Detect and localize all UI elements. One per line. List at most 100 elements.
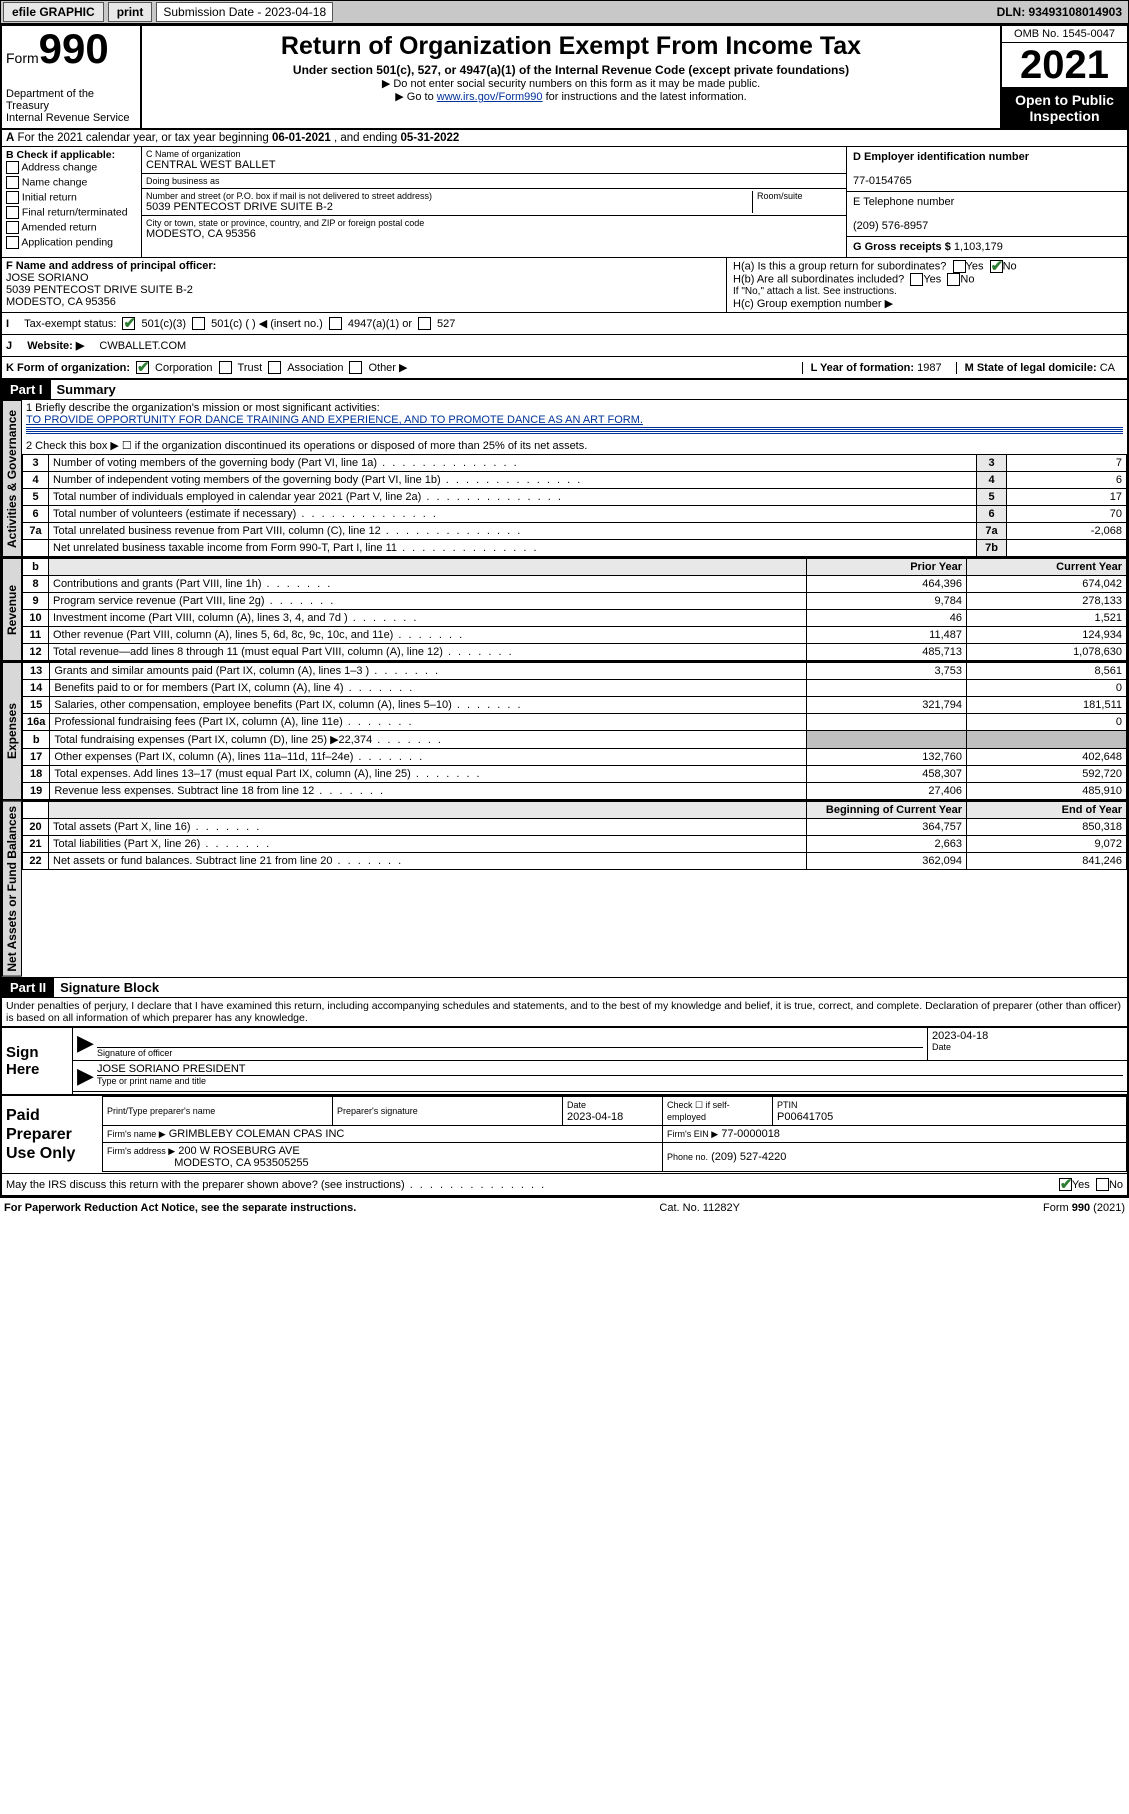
prior-year-value [807,714,967,731]
ha-label: H(a) Is this a group return for subordin… [733,260,946,272]
line-num: 7a [23,523,49,540]
j-label: Website: ▶ [27,339,84,352]
mission-answer[interactable]: TO PROVIDE OPPORTUNITY FOR DANCE TRAININ… [26,414,1123,426]
line-desc: Total expenses. Add lines 13–17 (must eq… [50,766,807,783]
officer-addr1: 5039 PENTECOST DRIVE SUITE B-2 [6,284,193,296]
prior-year-value: 2,663 [807,836,967,853]
k-corp[interactable] [136,361,149,374]
prior-year-value: 46 [807,610,967,627]
vtab-governance: Activities & Governance [2,400,22,557]
net-assets-table: Beginning of Current Year End of Year20 … [22,801,1127,870]
h-a: H(a) Is this a group return for subordin… [733,260,1121,273]
m-label: M State of legal domicile: [965,362,1097,374]
line-box: 7b [977,540,1007,557]
gross-label: G Gross receipts $ [853,241,951,253]
ha-yes[interactable] [953,260,966,273]
current-year-value: 8,561 [967,663,1127,680]
line-box: 3 [977,455,1007,472]
goto-line: ▶ Go to www.irs.gov/Form990 for instruct… [146,90,996,103]
line-box: 7a [977,523,1007,540]
firm-addr2: MODESTO, CA 953505255 [174,1157,308,1169]
dln: DLN: 93493108014903 [997,5,1128,19]
section-revenue: Revenue b Prior Year Current Year8 Contr… [2,558,1127,662]
line-box: 4 [977,472,1007,489]
line-num: 14 [23,680,50,697]
line-num: 20 [23,819,49,836]
prior-year-value: 464,396 [807,576,967,593]
cb-application-pending[interactable]: Application pending [6,236,137,249]
hb-yes[interactable] [910,273,923,286]
line-num: 12 [23,644,49,661]
cb-address-change[interactable]: Address change [6,161,137,174]
discuss-row: May the IRS discuss this return with the… [2,1173,1127,1195]
footer-center: Cat. No. 11282Y [659,1202,740,1214]
part-i-header: Part I Summary [2,380,1127,400]
org-name-label: C Name of organization [146,149,842,159]
street-label: Number and street (or P.O. box if mail i… [146,191,752,201]
cb-final-return[interactable]: Final return/terminated [6,206,137,219]
current-year-value: 278,133 [967,593,1127,610]
i-501c[interactable] [192,317,205,330]
cb-amended-return[interactable]: Amended return [6,221,137,234]
line-num: 15 [23,697,50,714]
paid-preparer-table: Print/Type preparer's name Preparer's si… [102,1096,1127,1172]
cb-name-change[interactable]: Name change [6,176,137,189]
sig-officer-label: Signature of officer [97,1048,923,1058]
row-a-mid: , and ending [331,132,401,144]
i-label: Tax-exempt status: [24,318,116,330]
print-button[interactable]: print [108,2,153,22]
sign-here-label: Sign Here [2,1028,72,1094]
current-year-value: 592,720 [967,766,1127,783]
discuss-yes[interactable] [1059,1178,1072,1191]
line-num [23,540,49,557]
line-desc: Salaries, other compensation, employee b… [50,697,807,714]
k-trust[interactable] [219,361,232,374]
tax-year-end: 05-31-2022 [400,132,459,144]
pp-h3: Date [567,1100,586,1110]
form-990: Form990 Department of the Treasury Inter… [0,24,1129,1197]
officer-name-label: Type or print name and title [97,1076,1123,1086]
i-501c3[interactable] [122,317,135,330]
k-other[interactable] [349,361,362,374]
pp-h4: Check ☐ if self-employed [667,1100,730,1122]
line-desc: Number of independent voting members of … [49,472,977,489]
i-4947[interactable] [329,317,342,330]
col-prior-year: Prior Year [807,559,967,576]
mission-block: 1 Briefly describe the organization's mi… [22,400,1127,437]
no-label: No [1003,260,1017,272]
sign-arrow-icon: ▶ [73,1028,93,1060]
no-label: No [960,273,974,285]
line-desc: Total assets (Part X, line 16) [49,819,807,836]
k-o1: Corporation [155,362,212,374]
line-value: 6 [1007,472,1127,489]
firm-name: GRIMBLEBY COLEMAN CPAS INC [169,1128,345,1140]
line-num: 11 [23,627,49,644]
line-desc: Total number of individuals employed in … [49,489,977,506]
discuss-no[interactable] [1096,1178,1109,1191]
vtab-net-assets: Net Assets or Fund Balances [2,801,22,977]
b-title: B Check if applicable: [6,149,137,161]
line-box: 6 [977,506,1007,523]
paid-preparer-label: Paid Preparer Use Only [2,1096,102,1174]
line-desc: Revenue less expenses. Subtract line 18 … [50,783,807,800]
website-value: CWBALLET.COM [99,340,186,352]
col-d-right: D Employer identification number 77-0154… [847,147,1127,257]
line-num: 18 [23,766,50,783]
dept-label: Department of the Treasury [6,88,94,112]
col-prior-year: Beginning of Current Year [807,802,967,819]
i-527[interactable] [418,317,431,330]
omb-number: OMB No. 1545-0047 [1002,26,1127,43]
line-desc: Investment income (Part VIII, column (A)… [49,610,807,627]
irs-label: Internal Revenue Service [6,112,130,124]
irs-link[interactable]: www.irs.gov/Form990 [437,91,543,103]
l-label: L Year of formation: [811,362,915,374]
page-footer: For Paperwork Reduction Act Notice, see … [0,1197,1129,1218]
pp-ptin: P00641705 [777,1111,833,1123]
sign-here-block: Sign Here ▶ Signature of officer 2023-04… [2,1026,1127,1094]
tax-year: 2021 [1002,43,1127,88]
k-assoc[interactable] [268,361,281,374]
ha-no[interactable] [990,260,1003,273]
cb-initial-return[interactable]: Initial return [6,191,137,204]
line-desc: Grants and similar amounts paid (Part IX… [50,663,807,680]
hb-no[interactable] [947,273,960,286]
